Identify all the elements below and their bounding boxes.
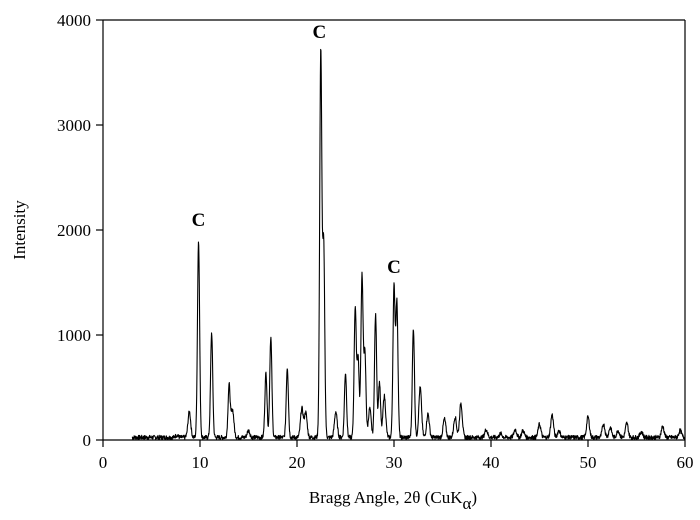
peak-annotation: C: [192, 210, 206, 231]
x-tick-label: 0: [99, 453, 108, 472]
x-ticks: 0 10 20 30 40 50 60: [99, 440, 694, 472]
x-tick-label: 10: [192, 453, 209, 472]
plot-area: [102, 19, 686, 441]
series-line: [131, 48, 686, 441]
x-tick-label: 30: [386, 453, 403, 472]
x-axis-title-main: Bragg Angle, 2θ (CuK: [309, 488, 463, 507]
peak-annotations: C C C: [192, 22, 401, 278]
y-tick-label: 3000: [57, 116, 91, 135]
x-axis-title: Bragg Angle, 2θ (CuKα): [309, 488, 477, 513]
y-tick-label: 1000: [57, 326, 91, 345]
y-tick-label: 4000: [57, 11, 91, 30]
x-tick-label: 20: [289, 453, 306, 472]
y-ticks: 0 1000 2000 3000 4000: [57, 11, 103, 450]
y-tick-label: 0: [83, 431, 92, 450]
x-tick-label: 50: [580, 453, 597, 472]
y-tick-label: 2000: [57, 221, 91, 240]
x-axis-title-suffix: ): [471, 488, 477, 507]
peak-annotation: C: [387, 257, 401, 278]
peak-annotation: C: [312, 22, 326, 43]
x-tick-label: 40: [483, 453, 500, 472]
x-axis-title-subscript: α: [462, 494, 471, 513]
y-axis-title: Intensity: [10, 200, 29, 260]
x-tick-label: 60: [677, 453, 694, 472]
